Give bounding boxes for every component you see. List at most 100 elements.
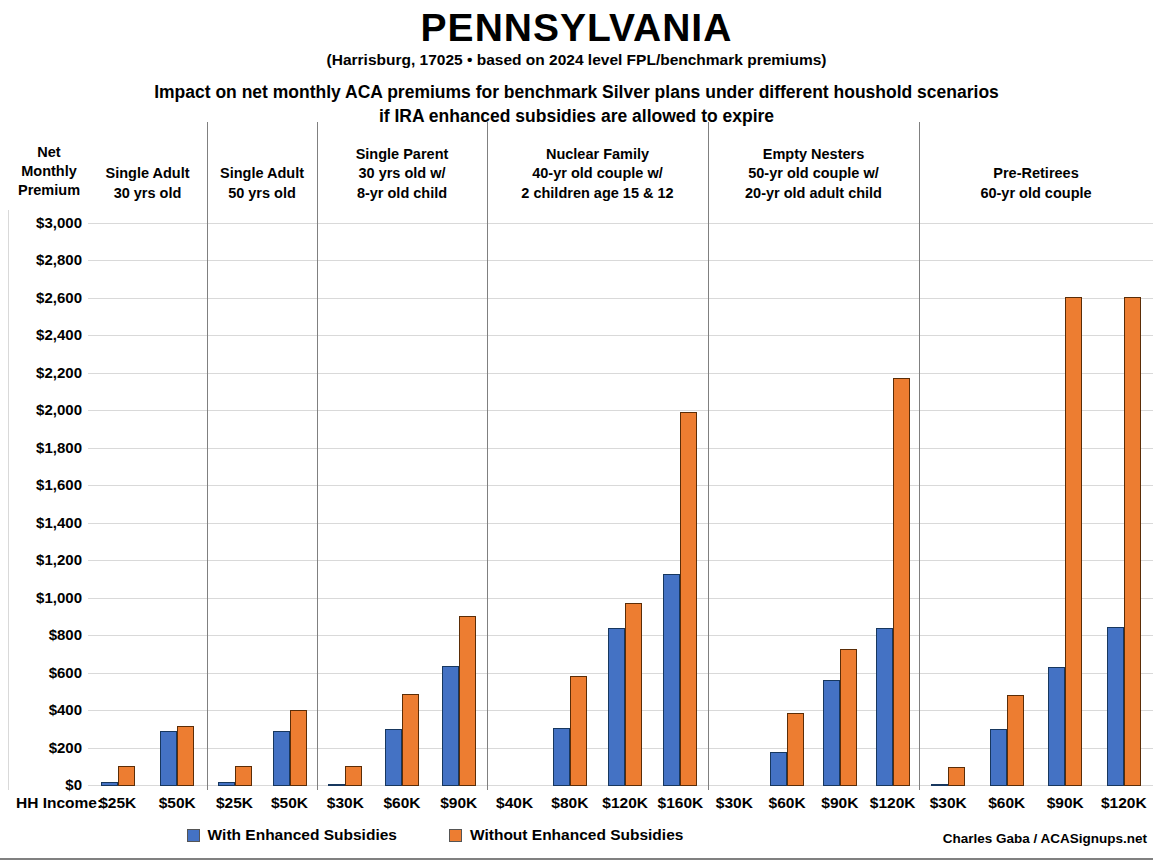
income-label: $60K [761, 790, 814, 816]
bar-without-enhanced-subsidies [570, 676, 587, 786]
income-label: $60K [374, 790, 431, 816]
income-label-row: $25K$50K [207, 790, 317, 816]
bar-slot [1036, 210, 1095, 786]
bar-group [487, 210, 708, 786]
bar-without-enhanced-subsidies [948, 767, 965, 786]
income-label: $50K [262, 790, 317, 816]
bar-slot [653, 210, 708, 786]
bar-without-enhanced-subsidies [290, 710, 307, 786]
bar-with-enhanced-subsidies [385, 729, 402, 786]
bar-without-enhanced-subsidies [118, 766, 135, 786]
chart-heading: Impact on net monthly ACA premiums for b… [0, 80, 1153, 128]
bar-group [919, 210, 1153, 786]
y-axis-title: NetMonthlyPremium [8, 143, 90, 200]
bar-with-enhanced-subsidies [990, 729, 1007, 786]
legend-swatch-orange [449, 829, 462, 842]
bar-without-enhanced-subsidies [893, 378, 910, 786]
y-axis-tick-label: $1,800 [8, 439, 82, 456]
income-label: $30K [708, 790, 761, 816]
bar-pair [663, 412, 697, 786]
bar-slot [708, 210, 761, 786]
bar-slot [262, 210, 317, 786]
plot-area [88, 210, 1153, 786]
income-label-row: $40K$80K$120K$160K [487, 790, 708, 816]
x-axis-title: HH Income: [16, 794, 102, 812]
bar-slot [1095, 210, 1153, 786]
bar-pair [823, 649, 857, 786]
income-label: $160K [653, 790, 708, 816]
bar-pair [218, 766, 252, 786]
group-header: Single Adult50 yrs old [207, 125, 317, 203]
bar-pair [931, 767, 965, 786]
bar-with-enhanced-subsidies [608, 628, 625, 786]
legend-label: With Enhanced Subsidies [208, 826, 397, 844]
income-label: $90K [430, 790, 487, 816]
income-label: $120K [1095, 790, 1153, 816]
group-header: Single Adult30 yrs old [88, 125, 207, 203]
bar-with-enhanced-subsidies [770, 752, 787, 786]
bar-without-enhanced-subsidies [459, 616, 476, 786]
income-label: $50K [148, 790, 208, 816]
bar-group [317, 210, 487, 786]
bar-with-enhanced-subsidies [823, 680, 840, 786]
bar-with-enhanced-subsidies [160, 731, 177, 786]
bar-pair [273, 710, 307, 786]
legend: With Enhanced Subsidies Without Enhanced… [0, 826, 870, 844]
bar-without-enhanced-subsidies [787, 713, 804, 786]
legend-swatch-blue [187, 829, 200, 842]
legend-item-without-subsidies: Without Enhanced Subsidies [449, 826, 683, 844]
y-axis-tick-label: $400 [8, 701, 82, 718]
bar-without-enhanced-subsidies [1124, 297, 1141, 786]
page-title: PENNSYLVANIA [0, 6, 1153, 50]
bar-with-enhanced-subsidies [328, 784, 345, 786]
bar-group [708, 210, 919, 786]
bar-slot [487, 210, 542, 786]
income-label: $120K [866, 790, 919, 816]
bar-with-enhanced-subsidies [101, 782, 118, 786]
group-header: Empty Nesters50-yr old couple w/20-yr ol… [708, 125, 919, 203]
bar-slot [207, 210, 262, 786]
bar-with-enhanced-subsidies [876, 628, 893, 786]
y-axis-tick-label: $200 [8, 739, 82, 756]
income-label: $25K [207, 790, 262, 816]
chart-page: PENNSYLVANIA (Harrisburg, 17025 • based … [0, 0, 1153, 860]
bar-pair [1107, 297, 1141, 786]
income-label: $120K [598, 790, 653, 816]
y-axis-tick-label: $1,200 [8, 551, 82, 568]
bar-slot [814, 210, 867, 786]
income-label: $30K [919, 790, 978, 816]
bar-with-enhanced-subsidies [663, 574, 680, 786]
y-axis-tick-label: $3,000 [8, 214, 82, 231]
y-axis-tick-label: $2,600 [8, 289, 82, 306]
y-axis-tick-label: $2,400 [8, 326, 82, 343]
bar-with-enhanced-subsidies [553, 728, 570, 786]
bar-slot [598, 210, 653, 786]
bar-slot [542, 210, 597, 786]
y-axis-tick-label: $2,800 [8, 251, 82, 268]
bar-pair [1048, 297, 1082, 786]
bar-pair [328, 766, 362, 786]
bar-pair [553, 676, 587, 786]
bar-pair [770, 713, 804, 786]
bar-with-enhanced-subsidies [442, 666, 459, 786]
bar-without-enhanced-subsidies [402, 694, 419, 786]
bar-without-enhanced-subsidies [345, 766, 362, 786]
bar-with-enhanced-subsidies [1048, 667, 1065, 786]
bar-without-enhanced-subsidies [177, 726, 194, 786]
chart-heading-line1: Impact on net monthly ACA premiums for b… [0, 80, 1153, 104]
legend-label: Without Enhanced Subsidies [470, 826, 683, 844]
bar-slot [148, 210, 208, 786]
group-divider [708, 122, 709, 790]
legend-item-with-subsidies: With Enhanced Subsidies [187, 826, 397, 844]
group-divider [317, 122, 318, 790]
income-label: $30K [317, 790, 374, 816]
group-header: Single Parent30 yrs old w/8-yr old child [317, 125, 487, 203]
bar-pair [608, 603, 642, 786]
y-axis-tick-label: $2,200 [8, 364, 82, 381]
credit-attribution: Charles Gaba / ACASignups.net [943, 831, 1147, 846]
income-label: $40K [487, 790, 542, 816]
bar-slot [430, 210, 487, 786]
income-label-row: $25K$50K [88, 790, 207, 816]
bar-pair [101, 766, 135, 786]
bar-group [207, 210, 317, 786]
